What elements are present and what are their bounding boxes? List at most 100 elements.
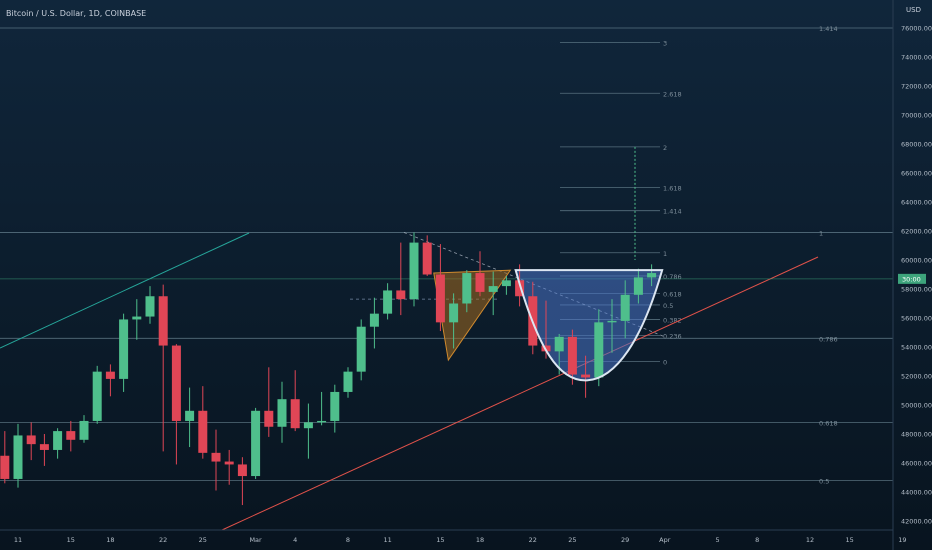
candle-body <box>435 274 445 323</box>
time-axis[interactable]: 11 15 18 22 25 Mar 4 8 11 15 18 22 25 29 Apr 5 8 12 15 19 <box>0 529 907 544</box>
price-tick-label: 58000.00 <box>901 286 932 294</box>
candle-body <box>185 410 195 421</box>
price-tick-label: 70000.00 <box>901 112 932 120</box>
candle-body <box>53 431 63 450</box>
fib-extension-label: 0.5 <box>663 302 673 310</box>
time-tick-label: 18 <box>476 536 484 544</box>
candle-body <box>171 345 181 421</box>
candle-body <box>343 371 353 392</box>
price-tick-label: 54000.00 <box>901 344 932 352</box>
price-tick-label: 64000.00 <box>901 199 932 207</box>
fib-retracement-label: 0.786 <box>819 335 838 343</box>
candle-body <box>501 280 511 287</box>
fib-extension-label: 2 <box>663 144 667 152</box>
candle-body <box>13 435 23 479</box>
candle-body <box>198 410 208 453</box>
candle-body <box>224 461 234 465</box>
price-tick-label: 56000.00 <box>901 315 932 323</box>
candle-body <box>647 273 657 278</box>
candle-body <box>462 273 472 304</box>
time-tick-label: 15 <box>436 536 444 544</box>
candle-body <box>0 455 10 479</box>
fib-extension-label: 0 <box>663 359 667 367</box>
candle-body <box>607 320 617 323</box>
time-tick-label: 15 <box>845 536 853 544</box>
candle-body <box>237 464 247 477</box>
fib-extension-label: 3 <box>663 40 667 48</box>
price-tick-label: 76000.00 <box>901 25 932 33</box>
fib-retracement-label: 1.414 <box>819 25 838 33</box>
candle-body <box>211 452 221 462</box>
time-tick-label: 25 <box>568 536 576 544</box>
time-tick-label: 22 <box>159 536 167 544</box>
time-tick-label: Apr <box>659 536 671 544</box>
candle-body <box>277 399 287 427</box>
time-tick-label: 12 <box>806 536 814 544</box>
time-tick-label: 4 <box>293 536 297 544</box>
fib-extension-label: 0.786 <box>663 273 682 281</box>
price-tick-label: 74000.00 <box>901 54 932 62</box>
candle-body <box>105 371 115 379</box>
candle-body <box>594 322 604 378</box>
cup-pattern-outline <box>514 269 664 382</box>
candle-body <box>356 326 366 372</box>
price-tick-label: 60000.00 <box>901 257 932 265</box>
candle-body <box>303 422 313 429</box>
fib-retracement-label: 0.5 <box>819 477 829 485</box>
candle-body <box>396 290 406 300</box>
time-tick-label: Mar <box>249 536 262 544</box>
candle-body <box>264 410 274 427</box>
price-tick-label: 48000.00 <box>901 431 932 439</box>
support-trendline <box>221 256 819 531</box>
candle-body <box>422 242 432 275</box>
candle-body <box>158 296 168 346</box>
price-tick-label: 42000.00 <box>901 518 932 526</box>
price-tick-label: 72000.00 <box>901 83 932 91</box>
time-tick-label: 8 <box>346 536 350 544</box>
pattern-outlines <box>514 269 664 382</box>
candle-body <box>92 371 102 421</box>
candle-body <box>26 435 36 445</box>
current-price-badge <box>898 273 926 284</box>
symbol-title: Bitcoin / U.S. Dollar, 1D, COINBASE <box>6 9 147 18</box>
candle-body <box>475 273 485 292</box>
candle-body <box>409 242 419 300</box>
currency-label: USD <box>906 6 921 14</box>
candle-body <box>145 296 155 317</box>
time-tick-label: 11 <box>14 536 22 544</box>
fib-retracement-label: 1 <box>819 229 823 237</box>
price-tick-label: 68000.00 <box>901 141 932 149</box>
price-axis[interactable]: 76000.00 74000.00 72000.00 70000.00 68000.00… <box>892 0 932 550</box>
candle-body <box>290 399 300 429</box>
current-price-label: 30:00 <box>902 275 921 283</box>
candle-body <box>567 336 577 375</box>
candle-body <box>488 286 498 292</box>
fib-retracement-label: 0.618 <box>819 419 838 427</box>
price-tick-label: 62000.00 <box>901 228 932 236</box>
price-tick-label: 46000.00 <box>901 460 932 468</box>
candle-body <box>132 316 142 320</box>
price-tick-label: 44000.00 <box>901 489 932 497</box>
time-tick-label: 5 <box>716 536 720 544</box>
candle-body <box>317 420 327 423</box>
time-tick-label: 15 <box>67 536 75 544</box>
price-tick-label: 50000.00 <box>901 402 932 410</box>
fib-extension-label: 1 <box>663 250 667 258</box>
time-tick-label: 19 <box>898 536 906 544</box>
fib-extension-label: 2.618 <box>663 90 682 98</box>
candle-body <box>581 374 591 378</box>
fib-extension-label: 0.236 <box>663 332 682 340</box>
time-tick-label: 22 <box>529 536 537 544</box>
candle-body <box>39 444 49 450</box>
candle-body <box>554 336 564 352</box>
candle-body <box>119 319 129 379</box>
fib-extension-label: 1.414 <box>663 208 682 216</box>
candle-body <box>251 410 261 477</box>
channel-line <box>0 232 250 349</box>
candle-body <box>330 391 340 421</box>
fib-extension-label: 0.618 <box>663 290 682 298</box>
candle-body <box>633 277 643 295</box>
price-tick-label: 52000.00 <box>901 373 932 381</box>
